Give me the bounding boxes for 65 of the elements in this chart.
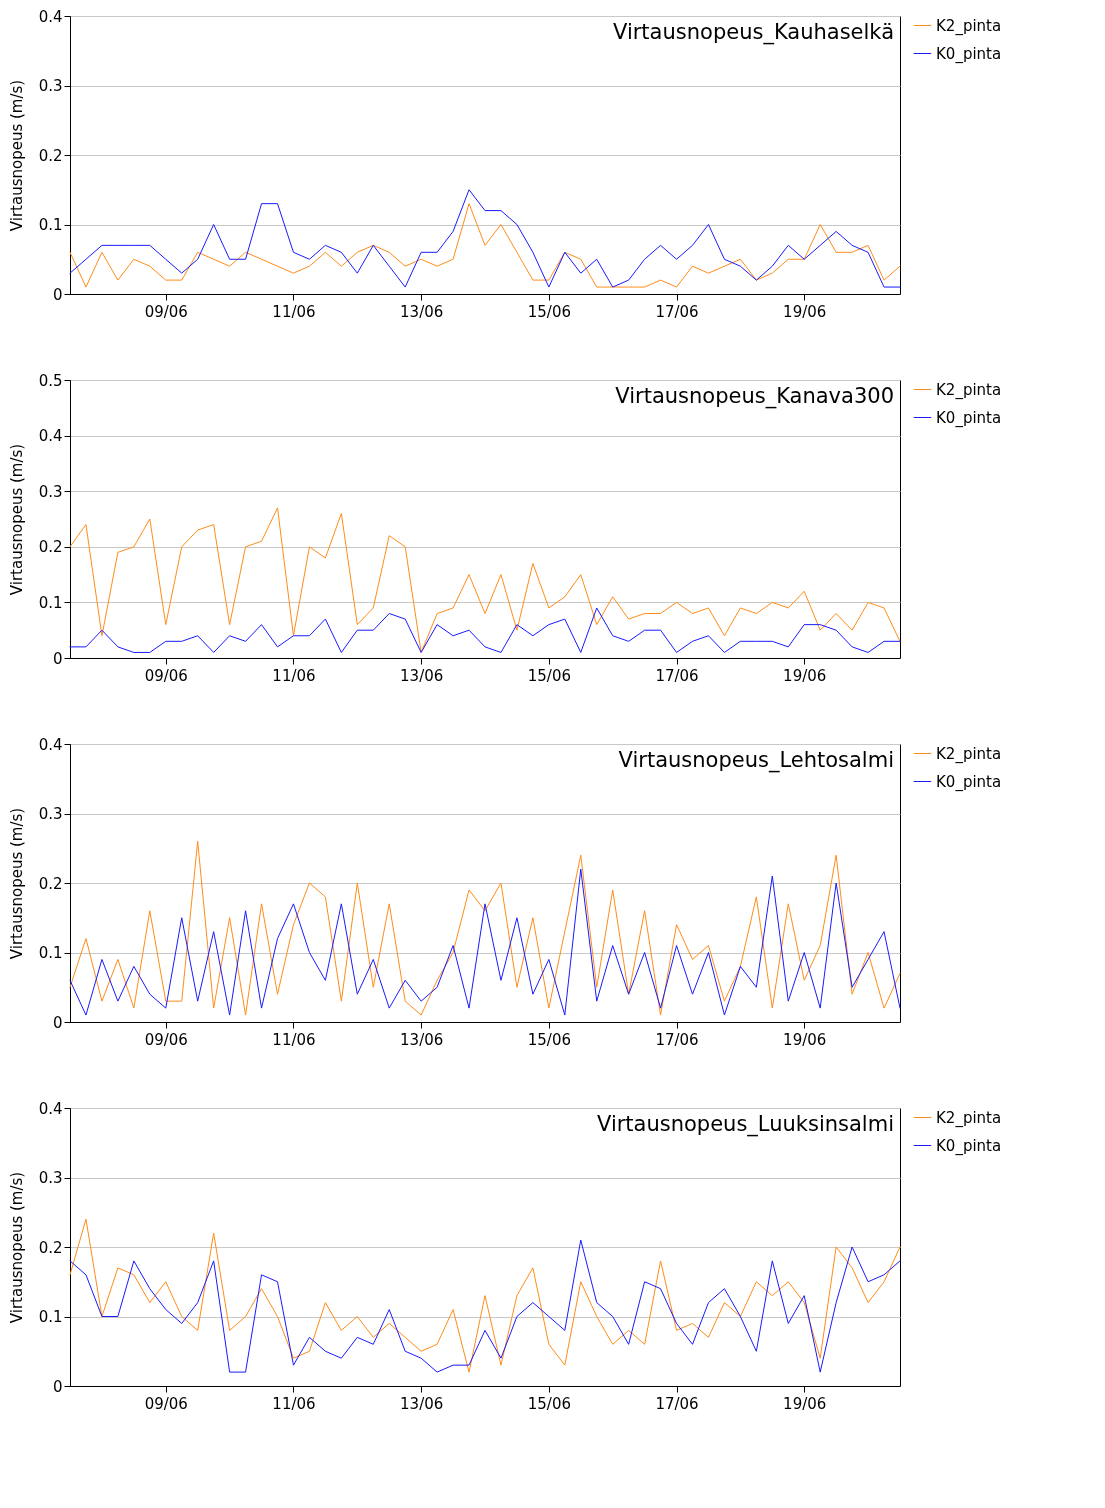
chart-title: Virtausnopeus_Lehtosalmi	[618, 748, 894, 773]
line-series	[69, 868, 901, 1016]
y-tick-label: 0.3	[38, 482, 63, 501]
y-tick-label: 0	[52, 649, 63, 668]
y-tick-label: 0.1	[38, 593, 63, 612]
chart-title: Virtausnopeus_Kanava300	[615, 384, 894, 409]
y-tick-label: 0	[52, 1377, 63, 1396]
legend-label: K2_pinta	[936, 744, 1002, 764]
y-tick-label: 0.3	[38, 77, 63, 95]
y-tick-label: 0.5	[38, 371, 63, 390]
x-tick-label: 13/06	[400, 302, 444, 321]
y-tick-label: 0	[52, 1013, 63, 1032]
y-tick-label: 0.2	[38, 1238, 63, 1257]
x-tick-label: 15/06	[527, 302, 571, 321]
x-tick-label: 11/06	[272, 666, 316, 685]
y-tick-label: 0.1	[38, 1308, 63, 1326]
line-series	[69, 607, 901, 653]
y-tick-label: 0.2	[38, 146, 63, 165]
line-series	[69, 507, 901, 653]
x-tick-label: 15/06	[527, 666, 571, 685]
y-axis-title: Virtausnopeus (m/s)	[7, 79, 26, 232]
x-tick-label: 13/06	[400, 1030, 444, 1049]
x-tick-label: 17/06	[655, 302, 699, 321]
legend-label: K2_pinta	[936, 16, 1002, 36]
x-tick-label: 19/06	[783, 1030, 827, 1049]
y-tick-label: 0.2	[38, 538, 63, 557]
x-tick-label: 13/06	[400, 666, 444, 685]
x-tick-label: 09/06	[144, 1394, 188, 1413]
y-tick-label: 0	[52, 285, 63, 304]
y-tick-label: 0.4	[38, 7, 63, 26]
y-tick-label: 0.3	[38, 805, 63, 823]
x-tick-label: 17/06	[655, 666, 699, 685]
x-tick-label: 19/06	[783, 1394, 827, 1413]
x-tick-label: 17/06	[655, 1394, 699, 1413]
x-tick-label: 19/06	[783, 666, 827, 685]
y-axis-title: Virtausnopeus (m/s)	[7, 443, 26, 596]
x-tick-label: 15/06	[527, 1394, 571, 1413]
y-tick-label: 0.2	[38, 874, 63, 893]
y-tick-label: 0.1	[38, 216, 63, 234]
line-series	[69, 840, 901, 1016]
y-tick-label: 0.4	[38, 427, 63, 446]
x-tick-label: 15/06	[527, 1030, 571, 1049]
legend-label: K0_pinta	[936, 1136, 1002, 1156]
y-axis-title: Virtausnopeus (m/s)	[7, 1171, 26, 1324]
legend-label: K0_pinta	[936, 772, 1002, 792]
legend-label: K0_pinta	[936, 44, 1002, 64]
x-tick-label: 09/06	[144, 666, 188, 685]
legend-label: K0_pinta	[936, 408, 1002, 428]
x-tick-label: 13/06	[400, 1394, 444, 1413]
x-tick-label: 11/06	[272, 1030, 316, 1049]
x-tick-label: 17/06	[655, 1030, 699, 1049]
legend-label: K2_pinta	[936, 1108, 1002, 1128]
legend-label: K2_pinta	[936, 380, 1002, 400]
y-axis-title: Virtausnopeus (m/s)	[7, 807, 26, 960]
y-tick-label: 0.4	[38, 1099, 63, 1118]
x-tick-label: 09/06	[144, 1030, 188, 1049]
x-tick-label: 09/06	[144, 302, 188, 321]
y-tick-label: 0.3	[38, 1169, 63, 1187]
x-tick-label: 19/06	[783, 302, 827, 321]
chart-title: Virtausnopeus_Luuksinsalmi	[596, 1112, 894, 1137]
y-tick-label: 0.4	[38, 735, 63, 754]
x-tick-label: 11/06	[272, 1394, 316, 1413]
x-tick-label: 11/06	[272, 302, 316, 321]
y-tick-label: 0.1	[38, 944, 63, 962]
chart-title: Virtausnopeus_Kauhaselkä	[613, 20, 894, 45]
